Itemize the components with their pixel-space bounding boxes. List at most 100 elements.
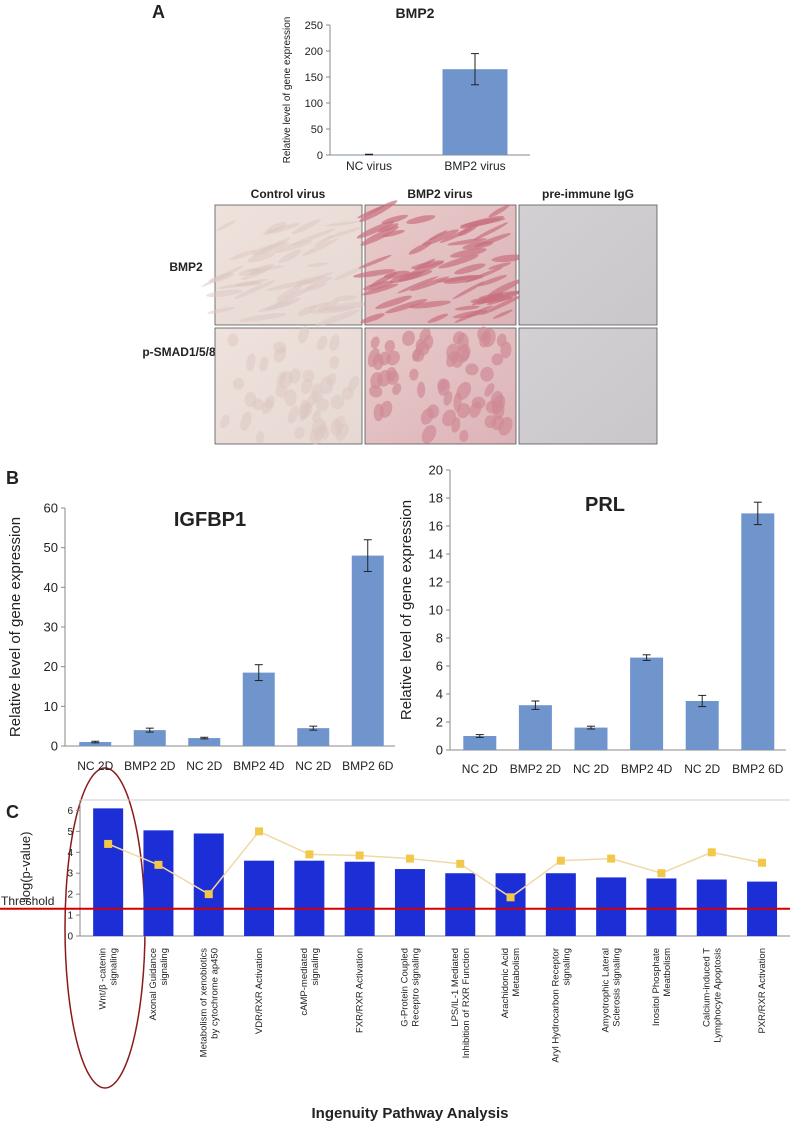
cell	[264, 395, 275, 409]
cell	[427, 313, 449, 324]
cell	[329, 356, 340, 369]
cell	[316, 335, 328, 351]
cell	[278, 249, 301, 264]
cell	[360, 313, 385, 324]
y-axis-label: Relative level of gene expression	[398, 500, 415, 720]
bar	[630, 657, 664, 750]
cell	[484, 383, 495, 397]
cell	[284, 389, 297, 407]
bar	[518, 705, 552, 750]
chart-title: PRL	[585, 494, 625, 516]
bar	[294, 860, 325, 936]
x-tick-label: NC 2D	[462, 762, 498, 776]
y-tick-label: 200	[305, 46, 323, 58]
bar	[463, 736, 497, 750]
y-tick-label: 8	[436, 631, 443, 646]
cell	[369, 271, 398, 288]
cell	[421, 424, 437, 444]
cell	[273, 341, 287, 354]
cell	[384, 340, 396, 353]
cell	[252, 398, 264, 411]
x-tick-label: Meatbolism	[662, 948, 673, 997]
cell	[315, 309, 360, 327]
x-tick-label: NC virus	[346, 159, 392, 173]
cell	[382, 230, 405, 238]
cell	[377, 369, 392, 387]
bar	[574, 727, 608, 750]
x-tick-label: BMP2 2D	[510, 762, 562, 776]
cell	[369, 385, 383, 398]
y-tick-label: 20	[44, 659, 58, 674]
line	[107, 830, 763, 899]
y-tick-label: 4	[436, 687, 443, 702]
y-tick-label: 10	[44, 699, 58, 714]
cell	[452, 331, 465, 345]
x-tick-label: Inhibition of RXR Function	[461, 948, 472, 1058]
cell	[258, 301, 293, 312]
cell	[287, 405, 299, 424]
bar	[445, 873, 476, 936]
cell	[353, 269, 396, 278]
bar	[143, 830, 174, 936]
x-tick-label: NC 2D	[684, 762, 720, 776]
cell	[307, 262, 328, 267]
cell	[406, 215, 436, 225]
cell	[358, 254, 392, 269]
cell	[472, 222, 509, 241]
x-tick-label: cAMP-mediated	[299, 948, 310, 1016]
cell	[450, 248, 487, 258]
micrograph-grid	[201, 200, 658, 445]
y-tick-label: 4	[67, 848, 73, 859]
threshold-label: Threshold	[1, 894, 54, 908]
y-tick-label: 0	[317, 150, 323, 162]
cell	[240, 411, 252, 431]
line-marker	[556, 856, 565, 865]
cell	[479, 294, 504, 304]
cell	[206, 289, 243, 298]
cell	[480, 294, 523, 316]
x-tick-label: Lymphocyte Apoptosis	[712, 948, 723, 1043]
bar	[193, 833, 224, 936]
column-header: pre-immune IgG	[542, 187, 634, 201]
cell	[275, 284, 318, 305]
y-tick-label: 14	[429, 547, 443, 562]
y-tick-label: 0	[51, 739, 58, 754]
cell	[299, 399, 310, 419]
line-marker	[707, 848, 716, 857]
cell	[201, 265, 244, 287]
line-marker	[405, 854, 414, 863]
cell	[329, 334, 340, 352]
y-tick-label: 50	[44, 540, 58, 555]
cell	[375, 295, 412, 310]
x-tick-label: BMP2 6D	[732, 762, 784, 776]
cell	[409, 300, 451, 309]
y-tick-label: 0	[436, 743, 443, 758]
cell	[333, 295, 358, 302]
cell	[367, 347, 380, 368]
x-tick-label: FXR/RXR Activation	[355, 948, 366, 1033]
line-marker	[305, 850, 314, 859]
cell	[370, 336, 380, 349]
y-tick-label: 2	[67, 890, 73, 901]
cell	[311, 383, 324, 403]
cell	[333, 415, 346, 430]
x-tick-label: BMP2 virus	[444, 159, 505, 173]
cell	[363, 280, 394, 291]
cell	[314, 422, 328, 441]
y-tick-label: 30	[44, 620, 58, 635]
cell	[266, 279, 312, 291]
x-tick-label: VDR/RXR Activation	[254, 948, 265, 1034]
line-marker	[758, 858, 767, 867]
y-tick-label: 50	[311, 124, 323, 136]
cell	[488, 204, 510, 218]
cell	[500, 341, 512, 359]
bar	[351, 555, 384, 746]
bar	[79, 742, 112, 746]
column-header: BMP2 virus	[407, 187, 473, 201]
cell	[348, 375, 360, 392]
line-marker	[506, 893, 515, 902]
cell	[452, 281, 485, 300]
cell	[392, 383, 402, 395]
cell	[410, 276, 450, 292]
